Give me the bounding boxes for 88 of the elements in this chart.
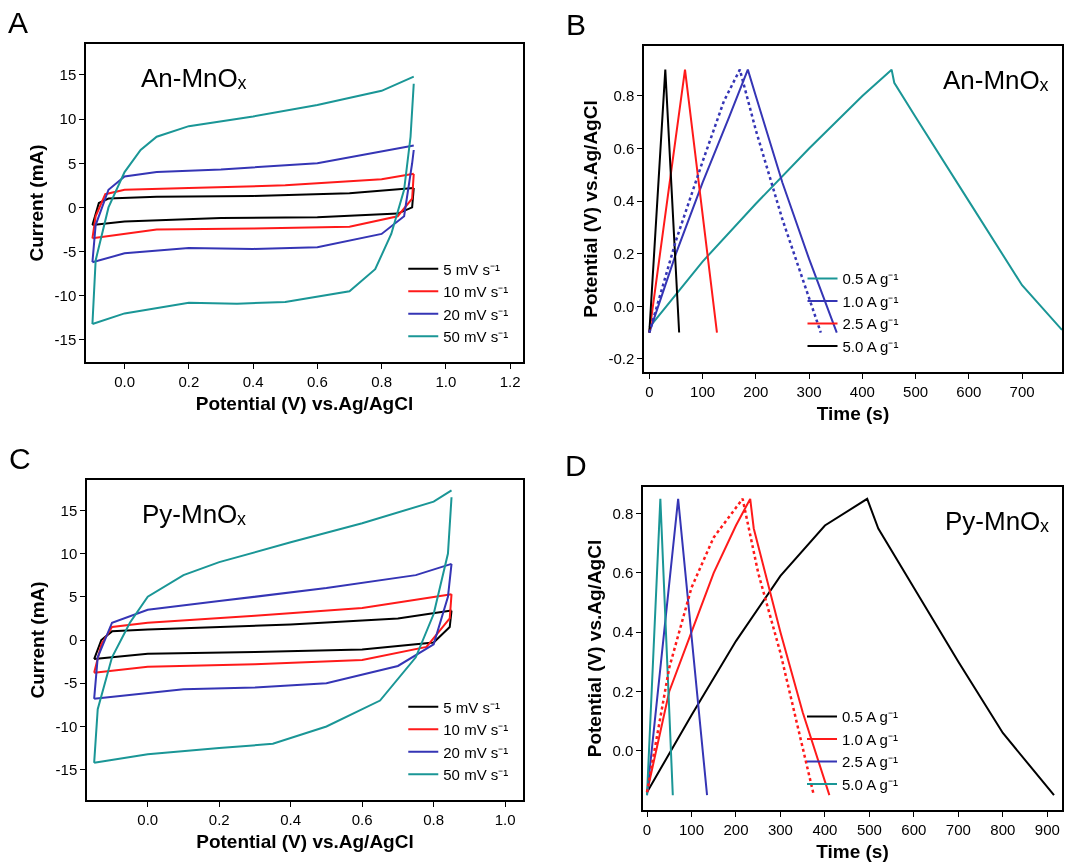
legend-label: 5 mV s⁻¹: [443, 698, 500, 716]
x-tick-label: 0.4: [280, 810, 302, 828]
x-axis-title: Time (s): [816, 403, 890, 425]
y-tick-label: -5: [62, 242, 77, 260]
x-tick-label: 600: [956, 382, 982, 400]
x-tick-label: 0.0: [114, 372, 135, 390]
annotation: An-MnOₓ: [943, 65, 1049, 95]
y-tick-label: -10: [55, 717, 78, 735]
x-tick-label: 100: [690, 382, 716, 400]
y-tick-label: 0.8: [612, 504, 634, 522]
legend-label: 10 mV s⁻¹: [443, 283, 509, 301]
y-tick-label: 0.2: [612, 682, 634, 700]
x-tick-label: 200: [723, 820, 749, 838]
chart-title: C: [9, 442, 31, 475]
legend-label: 5 mV s⁻¹: [443, 260, 500, 278]
legend-label: 0.5 A g⁻¹: [842, 270, 899, 288]
y-tick-label: 0.2: [613, 244, 635, 262]
y-tick-label: 5: [68, 588, 78, 606]
legend-label: 50 mV s⁻¹: [443, 766, 509, 783]
x-tick-label: 0.8: [371, 372, 393, 390]
chart-title: A: [8, 6, 29, 39]
y-tick-label: 0.4: [612, 623, 634, 641]
y-tick-label: 5: [67, 154, 77, 172]
y-tick-label: -15: [55, 760, 78, 778]
y-tick-label: -10: [54, 287, 77, 304]
x-tick-label: 0.4: [242, 372, 264, 390]
x-tick-label: 1.2: [499, 372, 521, 390]
x-tick-label: 500: [903, 382, 929, 400]
x-tick-label: 300: [767, 820, 793, 838]
x-tick-label: 0.6: [351, 810, 373, 828]
x-tick-label: 1.0: [435, 372, 457, 390]
legend-label: 5.0 A g⁻¹: [842, 337, 899, 355]
x-tick-label: 400: [849, 382, 875, 400]
legend-label: 1.0 A g⁻¹: [842, 292, 899, 310]
x-tick-label: 500: [856, 820, 882, 838]
x-tick-label: 600: [901, 820, 927, 838]
x-tick-label: 0.2: [208, 810, 230, 828]
x-tick-label: 900: [1034, 820, 1060, 838]
x-tick-label: 0.2: [178, 372, 200, 390]
y-tick-label: 15: [60, 501, 78, 519]
x-tick-label: 0: [642, 820, 652, 838]
x-tick-label: 0.8: [423, 810, 445, 828]
x-tick-label: 0: [645, 382, 654, 400]
y-axis-title: Potential (V) vs.Ag/AgCl: [583, 539, 605, 758]
x-tick-label: 400: [812, 820, 838, 838]
y-tick-label: 0: [67, 198, 77, 216]
annotation: Py-MnOₓ: [945, 506, 1050, 536]
y-axis-title: Potential (V) vs.Ag/AgCl: [579, 100, 601, 318]
chart-title: D: [565, 449, 587, 482]
y-tick-label: 0.6: [613, 139, 635, 157]
x-tick-label: 0.0: [137, 810, 159, 828]
x-axis-title: Potential (V) vs.Ag/AgCl: [196, 831, 414, 853]
x-axis-title: Time (s): [816, 841, 889, 863]
y-tick-label: 10: [60, 544, 78, 562]
y-tick-label: -5: [63, 674, 78, 692]
x-tick-label: 700: [1009, 382, 1035, 400]
legend-label: 20 mV s⁻¹: [443, 743, 509, 761]
y-tick-label: -0.2: [608, 350, 635, 368]
x-tick-label: 100: [678, 820, 704, 838]
y-axis-title: Current (mA): [26, 581, 48, 699]
legend-label: 0.5 A g⁻¹: [842, 708, 898, 726]
x-tick-label: 1.0: [494, 810, 516, 828]
legend-label: 50 mV s⁻¹: [443, 328, 509, 346]
annotation: Py-MnOₓ: [142, 499, 247, 529]
chart-title: B: [566, 8, 587, 41]
y-tick-label: 0.4: [613, 192, 635, 210]
legend-label: 20 mV s⁻¹: [443, 305, 509, 323]
legend-label: 5.0 A g⁻¹: [842, 775, 898, 793]
x-tick-label: 0.6: [306, 372, 328, 390]
annotation: An-MnOₓ: [141, 63, 247, 93]
y-tick-label: 0.8: [613, 87, 635, 105]
y-tick-label: 0: [68, 631, 78, 649]
y-tick-label: 10: [59, 110, 77, 128]
y-axis-title: Current (mA): [25, 144, 47, 262]
y-tick-label: 15: [59, 66, 77, 84]
legend-label: 10 mV s⁻¹: [443, 721, 509, 738]
legend-label: 1.0 A g⁻¹: [842, 730, 898, 748]
y-tick-label: 0.0: [612, 741, 634, 759]
x-tick-label: 800: [990, 820, 1016, 838]
x-axis-title: Potential (V) vs.Ag/AgCl: [195, 393, 414, 415]
x-tick-label: 700: [945, 820, 971, 838]
y-tick-label: 0.0: [613, 297, 635, 315]
legend-label: 2.5 A g⁻¹: [842, 315, 899, 333]
x-tick-label: 200: [743, 382, 769, 400]
x-tick-label: 300: [796, 382, 822, 400]
y-tick-label: -15: [54, 331, 77, 349]
legend-label: 2.5 A g⁻¹: [842, 753, 898, 771]
y-tick-label: 0.6: [612, 564, 634, 582]
